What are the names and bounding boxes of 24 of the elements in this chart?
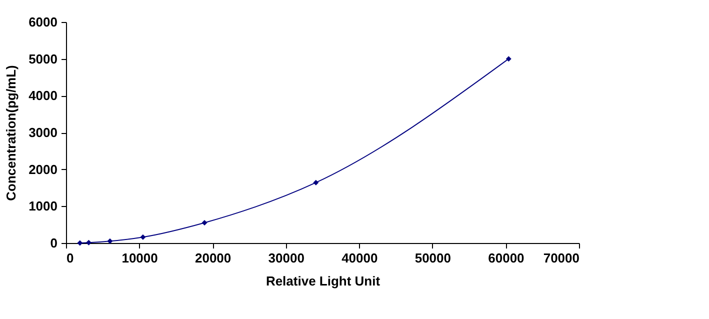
x-tick-label: 0 bbox=[66, 250, 74, 266]
x-tick-label: 60000 bbox=[488, 250, 524, 266]
point bbox=[77, 240, 83, 246]
x-tick-label: 10000 bbox=[122, 250, 158, 266]
x-axis-title: Relative Light Unit bbox=[266, 274, 381, 288]
point bbox=[202, 220, 208, 226]
point bbox=[140, 234, 146, 240]
y-tick-label: 1000 bbox=[28, 198, 58, 214]
y-tick-label: 5000 bbox=[28, 51, 58, 66]
y-axis-title: Concentration(pg/mL) bbox=[4, 65, 19, 201]
x-tick-label: 20000 bbox=[194, 250, 232, 266]
x-tick-label: 40000 bbox=[342, 250, 378, 266]
y-tick-label: 4000 bbox=[28, 88, 58, 104]
x-tick-label: 30000 bbox=[268, 250, 304, 266]
y-tick-label: 6000 bbox=[28, 14, 58, 30]
y-tick-label: 2000 bbox=[28, 162, 58, 177]
y-tick-label: 0 bbox=[50, 236, 58, 250]
point bbox=[506, 56, 512, 62]
point bbox=[86, 240, 92, 246]
point bbox=[313, 180, 319, 186]
y-tick-label: 3000 bbox=[28, 125, 58, 140]
x-tick-label: 70000 bbox=[543, 250, 580, 266]
point bbox=[107, 238, 113, 244]
x-tick-label: 50000 bbox=[414, 250, 452, 266]
